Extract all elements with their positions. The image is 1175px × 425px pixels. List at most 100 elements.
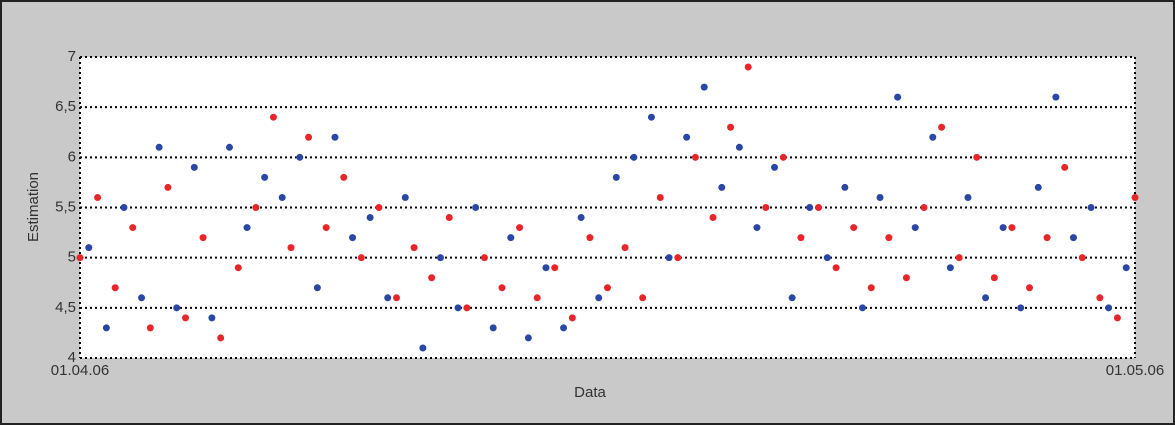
point — [313, 284, 321, 292]
point — [322, 224, 330, 232]
point — [76, 254, 84, 262]
point — [595, 294, 603, 302]
point — [463, 304, 471, 312]
point — [472, 204, 480, 211]
point — [111, 284, 119, 292]
point — [1026, 284, 1033, 292]
point — [982, 294, 990, 302]
y-tick-label: 4,5 — [55, 299, 76, 316]
point — [894, 93, 902, 101]
y-tick-label: 6 — [68, 148, 76, 165]
y-tick-label: 5 — [68, 249, 76, 266]
x-tick-label: 01.04.06 — [51, 362, 109, 379]
point — [806, 204, 814, 211]
point — [1061, 163, 1069, 171]
point — [454, 304, 462, 312]
point — [691, 153, 699, 161]
point — [577, 214, 585, 222]
point — [419, 344, 427, 352]
point — [1131, 193, 1139, 201]
point — [296, 153, 304, 161]
point — [735, 143, 743, 151]
point — [225, 143, 233, 151]
point — [208, 314, 216, 322]
point — [182, 314, 189, 322]
point — [349, 234, 357, 242]
point — [647, 113, 655, 121]
point — [630, 153, 638, 161]
point — [656, 193, 664, 201]
point — [753, 224, 761, 232]
point — [832, 264, 840, 272]
y-tick-label: 6,5 — [55, 98, 76, 115]
point — [410, 244, 418, 252]
point — [964, 193, 972, 201]
point — [102, 324, 110, 332]
y-axis-label: Estimation — [25, 172, 42, 242]
point — [762, 204, 770, 211]
point — [551, 264, 559, 272]
point — [683, 133, 691, 141]
point — [788, 294, 796, 302]
y-tick-label: 5,5 — [55, 198, 76, 215]
point — [586, 234, 594, 242]
point — [436, 254, 444, 262]
point — [990, 274, 998, 282]
x-tick-label: 01.05.06 — [1106, 362, 1164, 379]
point — [560, 324, 568, 332]
point — [604, 284, 611, 292]
point — [744, 63, 752, 71]
point — [85, 244, 93, 252]
point — [1017, 304, 1025, 312]
point — [867, 284, 875, 292]
point — [269, 113, 277, 121]
point — [639, 294, 647, 302]
point — [955, 254, 963, 262]
point — [568, 314, 576, 322]
point — [217, 334, 225, 342]
point — [287, 244, 295, 252]
point — [146, 324, 154, 332]
point — [1105, 304, 1113, 312]
point — [445, 214, 453, 222]
point — [278, 193, 286, 201]
point — [542, 264, 550, 272]
point — [920, 204, 928, 211]
point — [1034, 183, 1042, 191]
point — [700, 83, 708, 91]
point — [709, 214, 717, 222]
point — [674, 254, 682, 262]
point — [612, 173, 620, 181]
y-tick-label: 4 — [68, 349, 76, 366]
point — [1069, 234, 1077, 242]
point — [401, 193, 409, 201]
point — [252, 204, 260, 211]
point — [533, 294, 541, 302]
point — [1113, 314, 1121, 322]
point — [164, 183, 172, 191]
point — [938, 123, 946, 131]
point — [1087, 204, 1095, 211]
point — [885, 234, 893, 242]
x-axis-label: Data — [574, 384, 606, 401]
point — [498, 284, 506, 292]
point — [902, 274, 910, 282]
point — [138, 294, 146, 302]
point — [779, 153, 787, 161]
point — [94, 193, 102, 201]
point — [199, 234, 207, 242]
point — [261, 173, 269, 181]
point — [1008, 224, 1016, 232]
point — [727, 123, 735, 131]
point — [823, 254, 831, 262]
point — [243, 224, 251, 232]
point — [375, 204, 383, 211]
point — [876, 193, 884, 201]
point — [516, 224, 524, 232]
point — [120, 204, 128, 211]
point — [1096, 294, 1104, 302]
point — [841, 183, 849, 191]
point — [858, 304, 866, 312]
point — [1078, 254, 1086, 262]
